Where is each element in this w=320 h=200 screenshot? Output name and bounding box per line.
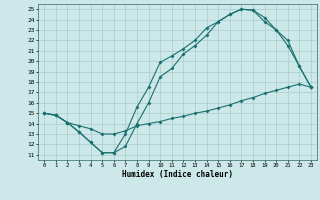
X-axis label: Humidex (Indice chaleur): Humidex (Indice chaleur) <box>122 170 233 179</box>
